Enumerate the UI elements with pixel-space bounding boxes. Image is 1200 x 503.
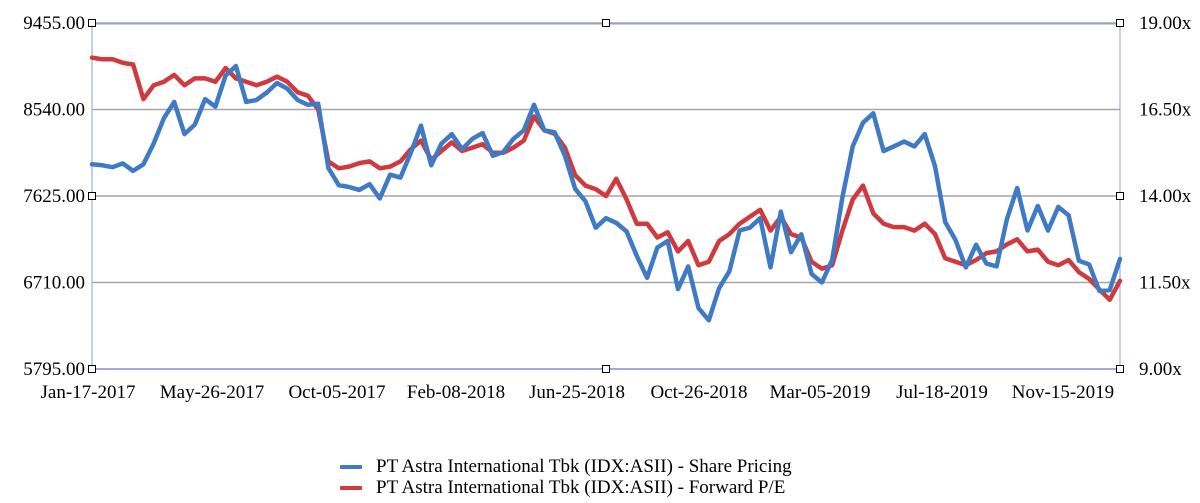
resize-handle[interactable] xyxy=(602,19,610,27)
legend: PT Astra International Tbk (IDX:ASII) - … xyxy=(340,456,792,498)
left-axis-tick-label: 7625.00 xyxy=(23,186,85,207)
resize-handle[interactable] xyxy=(88,19,96,27)
legend-label-share-pricing: PT Astra International Tbk (IDX:ASII) - … xyxy=(376,456,792,477)
resize-handle[interactable] xyxy=(1116,19,1124,27)
left-axis-tick-label: 5795.00 xyxy=(23,359,85,380)
legend-item-forward-pe[interactable]: PT Astra International Tbk (IDX:ASII) - … xyxy=(340,477,792,498)
chart: 9455.00 19.00x 8540.00 16.50x 7625.00 14.00x 6… xyxy=(23,13,1192,403)
left-axis-tick-label: 9455.00 xyxy=(23,13,85,34)
resize-handle[interactable] xyxy=(1116,365,1124,373)
legend-item-share-pricing[interactable]: PT Astra International Tbk (IDX:ASII) - … xyxy=(340,456,792,477)
right-axis-tick-label: 9.00x xyxy=(1139,359,1182,380)
x-axis-tick-label: Jul-18-2019 xyxy=(896,382,988,403)
x-axis-tick-label: Oct-05-2017 xyxy=(288,382,385,403)
resize-handle[interactable] xyxy=(88,192,96,200)
selection-handles xyxy=(88,19,1124,373)
x-axis-tick-label: Feb-08-2018 xyxy=(407,382,505,403)
right-axis-tick-label: 11.50x xyxy=(1139,273,1191,294)
series-line-forward-pe xyxy=(89,55,1123,303)
legend-swatch-share-pricing xyxy=(340,464,362,469)
x-axis-tick-label: Mar-05-2019 xyxy=(770,382,871,403)
left-axis-tick-label: 8540.00 xyxy=(23,100,85,121)
x-axis-tick-label: Jan-17-2017 xyxy=(41,382,136,403)
series-line-share-pricing xyxy=(89,63,1123,323)
right-axis-tick-label: 14.00x xyxy=(1139,186,1192,207)
x-axis-tick-label: May-26-2017 xyxy=(160,382,264,403)
legend-label-forward-pe: PT Astra International Tbk (IDX:ASII) - … xyxy=(376,477,786,498)
resize-handle[interactable] xyxy=(1116,192,1124,200)
right-axis-tick-label: 16.50x xyxy=(1139,100,1192,121)
right-axis-tick-label: 19.00x xyxy=(1139,13,1192,34)
tick-labels: 9455.00 19.00x 8540.00 16.50x 7625.00 14.00x 6… xyxy=(23,13,1192,403)
x-axis-tick-label: Jun-25-2018 xyxy=(529,382,625,403)
left-axis-tick-label: 6710.00 xyxy=(23,273,85,294)
resize-handle[interactable] xyxy=(602,365,610,373)
legend-swatch-forward-pe xyxy=(340,485,362,490)
x-axis-tick-label: Nov-15-2019 xyxy=(1012,382,1114,403)
x-axis-tick-label: Oct-26-2018 xyxy=(650,382,747,403)
series xyxy=(89,55,1123,323)
resize-handle[interactable] xyxy=(88,365,96,373)
